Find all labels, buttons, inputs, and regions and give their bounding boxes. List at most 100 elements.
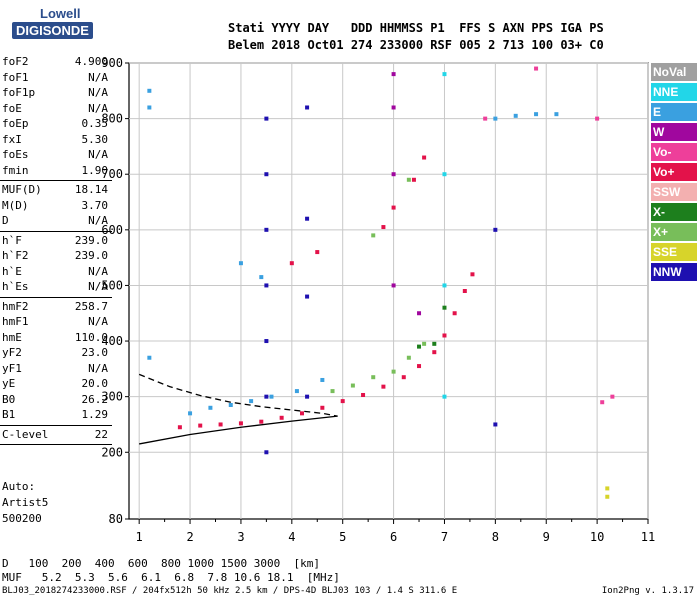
x-tick-label: 6 <box>390 530 397 544</box>
data-point <box>442 394 447 399</box>
data-point <box>442 172 447 177</box>
auto-scaling-info: Auto: Artist5 500200 <box>2 479 48 527</box>
auto-code: 500200 <box>2 512 42 525</box>
polarization-legend: NoVal NNE E W Vo- Vo+ SSW X- X+ SSE NNW <box>651 63 697 283</box>
footer-file-info: BLJ03_2018274233000.RSF / 204fx512h 50 k… <box>2 586 458 596</box>
data-point <box>371 233 376 238</box>
data-point <box>391 369 396 374</box>
data-point <box>411 177 416 182</box>
param-value: 0.35 <box>81 117 109 130</box>
data-point <box>208 405 213 410</box>
data-point <box>391 283 396 288</box>
param-separator <box>0 444 112 445</box>
y-tick-label: 400 <box>101 334 123 348</box>
header-line2: Belem 2018 Oct01 274 233000 RSF 005 2 71… <box>228 38 604 52</box>
y-tick-label: 600 <box>101 223 123 237</box>
data-point <box>264 227 269 232</box>
data-point <box>442 283 447 288</box>
param-value: 239.0 <box>74 249 108 262</box>
param-name: h`E <box>2 264 22 278</box>
distance-value: [km] <box>280 557 320 570</box>
x-tick-label: 11 <box>641 530 655 544</box>
y-tick-label: 500 <box>101 278 123 292</box>
param-name: foEs <box>2 148 29 161</box>
data-point <box>315 250 320 255</box>
distance-value: 800 <box>147 557 181 570</box>
data-point <box>264 283 269 288</box>
auto-label: Auto: <box>2 480 36 493</box>
param-value: 5.30 <box>81 132 109 146</box>
data-point <box>452 311 457 316</box>
data-point <box>381 384 386 389</box>
muf-row: MUF 5.2 5.3 5.6 6.1 6.8 7.8 10.6 18.1 [M… <box>2 571 340 585</box>
legend-item: NoVal <box>651 63 697 81</box>
distance-value: 3000 <box>247 557 281 570</box>
data-point <box>483 116 488 121</box>
param-name: hmF2 <box>2 299 29 313</box>
data-point <box>269 394 274 399</box>
param-name: D <box>2 214 9 227</box>
data-point <box>513 113 518 118</box>
data-point <box>600 400 605 405</box>
legend-item: X- <box>651 203 697 221</box>
y-tick-label: 700 <box>101 167 123 181</box>
param-value: 3.70 <box>81 198 109 212</box>
param-value: 26.2 <box>81 392 109 406</box>
param-name: foEp <box>2 117 29 130</box>
param-value: 1.90 <box>81 163 109 177</box>
data-point <box>147 105 152 110</box>
plot-area <box>128 62 649 520</box>
distance-label: D <box>2 557 9 570</box>
data-point <box>305 294 310 299</box>
data-point <box>493 422 498 427</box>
data-point <box>534 66 539 71</box>
param-row: foF1p N/A <box>0 86 112 102</box>
legend-item: E <box>651 103 697 121</box>
distance-value: 200 <box>48 557 82 570</box>
data-point <box>264 450 269 455</box>
data-point <box>188 411 193 416</box>
param-name: yE <box>2 377 16 390</box>
data-point <box>279 415 284 420</box>
param-value: N/A <box>88 280 108 293</box>
data-point <box>605 486 610 491</box>
legend-item: SSW <box>651 183 697 201</box>
data-point <box>264 172 269 177</box>
param-row: C-level 22 <box>0 428 112 444</box>
muf-value: 6.8 <box>161 571 195 584</box>
distance-row: D 100 200 400 600 800 1000 1500 3000 [km… <box>2 557 340 571</box>
data-point <box>417 311 422 316</box>
param-name: hmF1 <box>2 315 29 328</box>
legend-item: NNE <box>651 83 697 101</box>
data-point <box>462 289 467 293</box>
x-tick-label: 8 <box>492 530 499 544</box>
param-name: h`Es <box>2 280 29 293</box>
x-tick-label: 5 <box>339 530 346 544</box>
param-row: foE N/A <box>0 102 112 118</box>
param-name: h`F2 <box>2 249 29 262</box>
header-line1: Stati YYYY DAY DDD HHMMSS P1 FFS S AXN P… <box>228 21 604 35</box>
legend-item: W <box>651 123 697 141</box>
param-value: N/A <box>88 148 108 161</box>
data-point <box>534 112 539 117</box>
param-value: N/A <box>88 264 108 278</box>
param-separator <box>0 180 112 181</box>
data-point <box>401 375 406 380</box>
parameter-panel: foF2 4.900 foF1 N/A foF1p N/A foE N/A foEp 0.35 fx… <box>0 55 112 447</box>
data-point <box>264 394 269 399</box>
data-point <box>432 341 437 346</box>
param-row: MUF(D) 18.14 <box>0 183 112 199</box>
param-name: B0 <box>2 392 16 406</box>
muf-value: 5.6 <box>94 571 128 584</box>
muf-value: 5.2 <box>21 571 62 584</box>
x-tick-label: 7 <box>441 530 448 544</box>
data-point <box>330 389 335 394</box>
data-point <box>238 261 243 266</box>
muf-value: 7.8 <box>194 571 228 584</box>
data-point <box>595 116 600 121</box>
data-point <box>259 275 264 280</box>
data-point <box>264 339 269 344</box>
data-point <box>228 403 233 407</box>
muf-value: 10.6 <box>227 571 261 584</box>
distance-value: 1500 <box>214 557 248 570</box>
